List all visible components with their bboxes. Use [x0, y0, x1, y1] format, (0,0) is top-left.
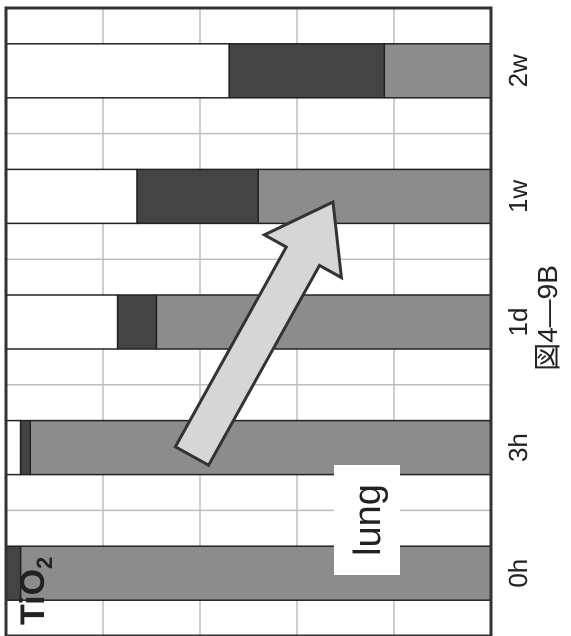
bar-segment — [136, 168, 259, 225]
series-label: TiO2 — [14, 557, 57, 625]
tick-label: 0h — [503, 559, 533, 588]
bar-segment — [116, 294, 158, 350]
series-label-main: TiO — [14, 569, 52, 625]
bar-segment — [29, 419, 492, 476]
tick-label: 3h — [503, 433, 533, 462]
trend-arrow — [173, 199, 344, 468]
plot-frame — [4, 6, 493, 636]
tick-label: 1d — [503, 308, 533, 337]
bar-segment — [228, 43, 386, 99]
series-label-subscript: 2 — [32, 557, 57, 569]
bar-segment — [383, 43, 492, 99]
annotation-text: lung — [347, 484, 389, 556]
bar-segment — [5, 43, 230, 99]
bar-segment — [155, 294, 492, 350]
figure-label: 図4—9B — [532, 265, 563, 371]
category-tick-labels: 0h 3h 1d 1w 2w — [503, 54, 533, 588]
bar-segment — [257, 168, 492, 225]
tick-label: 2w — [503, 54, 533, 87]
bar-segment — [5, 419, 22, 476]
tick-label: 1w — [503, 180, 533, 213]
bar-segment — [19, 419, 31, 476]
annotation-box — [334, 465, 400, 575]
bar-segment — [19, 545, 492, 601]
bar-segment — [5, 168, 138, 225]
bar-segment — [5, 294, 119, 350]
